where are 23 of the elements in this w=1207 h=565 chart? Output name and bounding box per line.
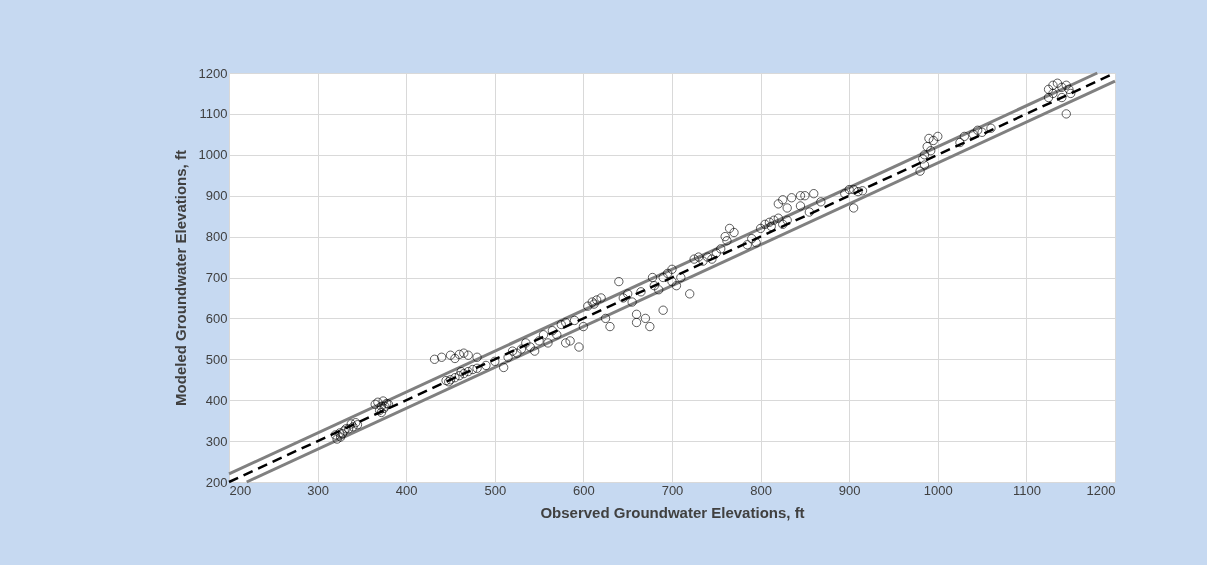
y-tick-label: 300 [205,433,228,449]
x-tick-label: 600 [573,482,595,498]
y-tick-label: 600 [205,310,228,326]
x-tick-label: 700 [661,482,684,498]
x-tick-label: 900 [838,482,861,498]
y-tick-label: 1200 [198,65,228,81]
y-tick-label: 500 [205,351,228,367]
x-tick-label: 400 [395,482,418,498]
y-tick-label: 1000 [198,147,228,163]
x-axis-title: Observed Groundwater Elevations, ft [540,503,805,521]
x-tick-label: 500 [484,482,507,498]
y-tick-label: 700 [205,270,228,285]
y-tick-label: 800 [205,229,228,245]
y-axis-title: Modeled Groundwater Elevations, ft [171,150,189,406]
x-tick-label: 1100 [1012,482,1041,498]
y-tick-label: 900 [205,188,228,204]
x-tick-label: 800 [750,482,772,498]
x-tick-label: 1200 [1086,482,1116,498]
y-tick-label: 400 [205,392,228,408]
x-tick-label: 300 [307,482,329,498]
x-tick-label: 200 [229,482,252,498]
x-tick-label: 1000 [923,482,953,498]
y-tick-label: 1100 [199,106,228,122]
